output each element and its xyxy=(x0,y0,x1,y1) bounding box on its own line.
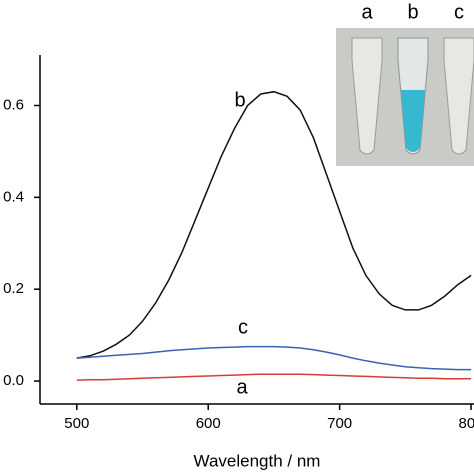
spectrum-line xyxy=(76,373,472,381)
y-tick-label: 0.4 xyxy=(3,188,24,205)
curve-label: a xyxy=(236,376,248,398)
x-axis-label: Wavelength / nm xyxy=(194,451,321,470)
curve-label: b xyxy=(234,89,245,111)
x-tick-label: 600 xyxy=(196,415,221,432)
y-tick-label: 0.6 xyxy=(3,96,24,113)
inset-label: b xyxy=(407,1,418,23)
inset-label: a xyxy=(361,1,373,23)
spectrum-line xyxy=(76,90,472,359)
tubes xyxy=(351,37,474,155)
y-tick-label: 0.2 xyxy=(3,280,24,297)
y-tick-label: 0.0 xyxy=(3,372,24,389)
inset-label: c xyxy=(454,1,464,23)
curve-label: c xyxy=(238,316,248,338)
spectrum-line xyxy=(76,345,472,371)
x-tick-label: 500 xyxy=(64,415,89,432)
x-tick-label: 700 xyxy=(327,415,352,432)
x-tick-label: 800 xyxy=(459,415,474,432)
